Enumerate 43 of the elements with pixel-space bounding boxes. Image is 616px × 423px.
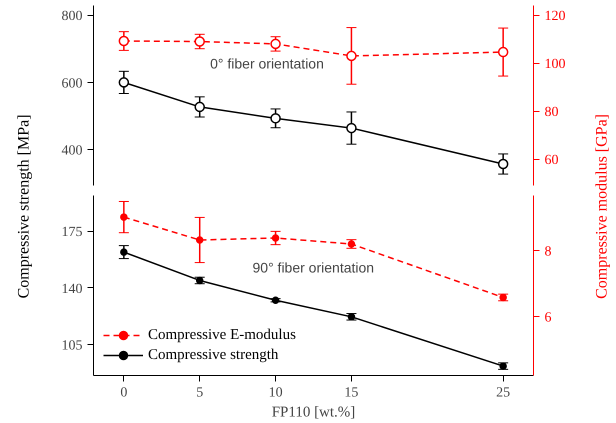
point xyxy=(498,158,508,170)
point xyxy=(194,36,205,47)
annotation: 90° fiber orientation xyxy=(252,259,374,276)
x-axis-title: FP110 [wt.%] xyxy=(272,404,356,420)
point xyxy=(498,46,508,58)
point xyxy=(118,36,130,46)
point xyxy=(499,294,507,302)
y-tick-label: 800 xyxy=(62,9,82,24)
point xyxy=(499,362,507,370)
x-tick-label: 25 xyxy=(496,386,510,400)
x-tick-label: 0 xyxy=(120,386,128,400)
point xyxy=(346,122,357,134)
point xyxy=(348,313,356,321)
y2-tick-label: 120 xyxy=(544,9,566,24)
point xyxy=(120,248,128,256)
point xyxy=(196,236,204,244)
y2-tick-label: 80 xyxy=(544,105,558,120)
point xyxy=(272,234,280,242)
point xyxy=(346,50,357,62)
point xyxy=(118,77,130,88)
point xyxy=(194,102,205,112)
y-tick-label: 140 xyxy=(62,282,82,297)
y-tick-label: 175 xyxy=(62,225,82,240)
y-tick-label: 600 xyxy=(62,76,82,92)
y2-tick-label: 60 xyxy=(544,153,558,168)
point xyxy=(270,38,281,50)
annotation: 0° fiber orientation xyxy=(210,56,324,72)
x-tick-label: 15 xyxy=(344,386,358,400)
y2-axis-title: Compressive modulus [GPa] xyxy=(592,112,612,301)
y-tick-label: 105 xyxy=(62,338,82,354)
y2-tick-label: 6 xyxy=(544,310,552,326)
y2-tick-label: 100 xyxy=(544,57,566,72)
point xyxy=(196,276,204,284)
y2-tick-label: 8 xyxy=(544,244,552,260)
y-axis-title: Compressive strength [MPa] xyxy=(14,113,34,300)
x-tick-label: 10 xyxy=(268,386,283,400)
point xyxy=(270,113,281,124)
y-tick-label: 400 xyxy=(62,144,82,159)
x-tick-label: 5 xyxy=(196,386,204,400)
legend-label: Compressive E-modulus xyxy=(148,326,296,344)
point xyxy=(120,213,128,221)
legend-label: Compressive strength xyxy=(148,346,278,364)
point xyxy=(272,296,280,304)
